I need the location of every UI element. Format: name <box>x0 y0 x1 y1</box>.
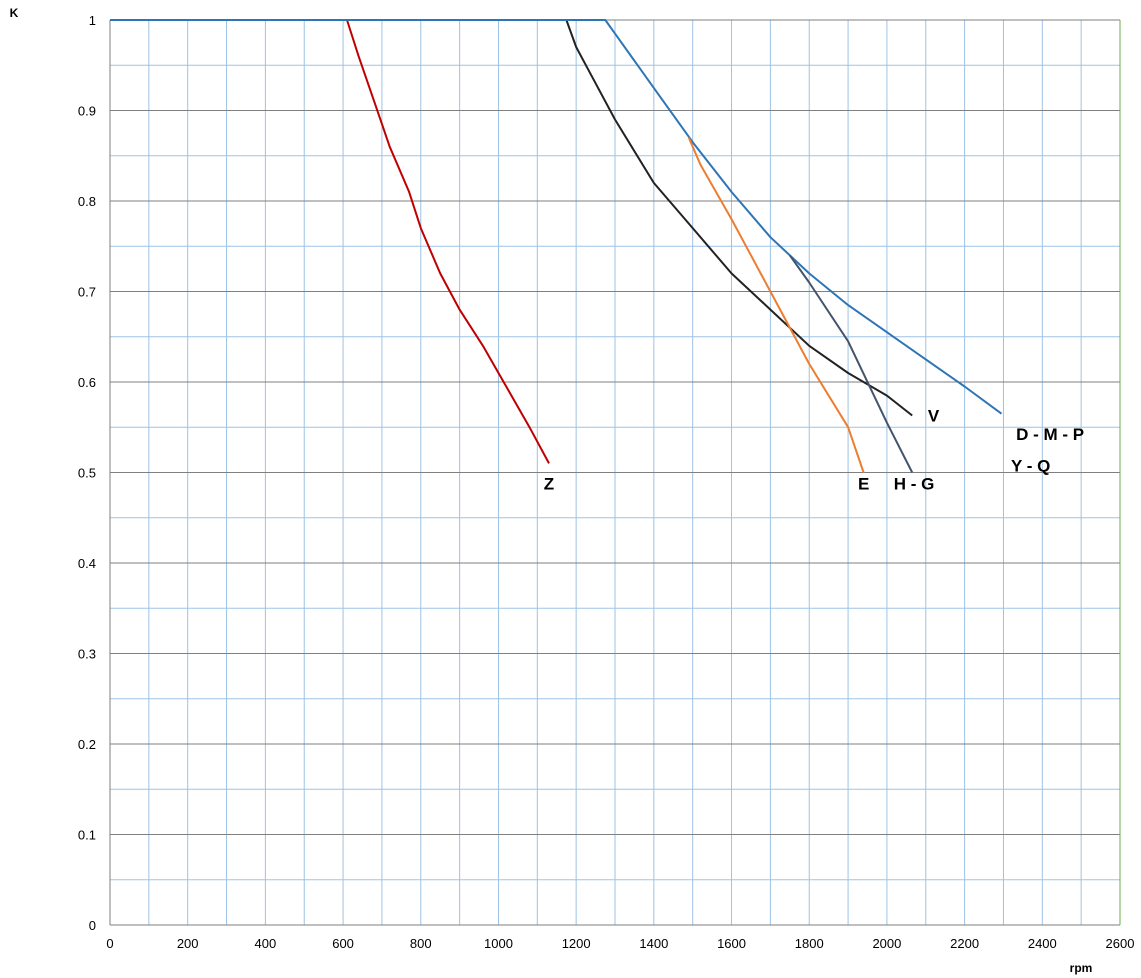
x-tick-label: 2400 <box>1028 936 1057 951</box>
x-tick-label: 2200 <box>950 936 979 951</box>
series-line <box>110 19 1003 415</box>
series-line <box>110 19 913 417</box>
x-tick-label: 0 <box>106 936 113 951</box>
series-label: E <box>858 475 869 494</box>
y-tick-label: 0.4 <box>78 556 96 571</box>
y-axis-title: K <box>10 6 19 20</box>
y-tick-label: 1 <box>89 13 96 28</box>
x-tick-label: 1000 <box>484 936 513 951</box>
x-tick-label: 600 <box>332 936 354 951</box>
tick-labels: 0 200 400 600 800 1000 1200 1400 1600 1800 2000 220… <box>78 13 1135 951</box>
series-label: V <box>928 407 940 426</box>
y-tick-label: 0.5 <box>78 466 96 481</box>
series-labels: Z E H - G V D - M - P Y - Q <box>544 407 1084 494</box>
grid <box>109 19 1121 926</box>
y-tick-label: 0.3 <box>78 647 96 662</box>
x-tick-label: 2000 <box>872 936 901 951</box>
x-tick-label: 200 <box>177 936 199 951</box>
series-label: Z <box>544 475 554 494</box>
x-axis-title: rpm <box>1070 961 1093 975</box>
series-label: Y - Q <box>1011 456 1050 475</box>
x-tick-label: 1200 <box>562 936 591 951</box>
x-tick-label: 1400 <box>639 936 668 951</box>
y-tick-label: 0.9 <box>78 104 96 119</box>
series-line <box>110 19 550 464</box>
y-tick-label: 0.2 <box>78 737 96 752</box>
series-line <box>687 137 865 473</box>
y-tick-label: 0.7 <box>78 285 96 300</box>
x-tick-label: 800 <box>410 936 432 951</box>
x-tick-label: 400 <box>255 936 277 951</box>
y-tick-label: 0.6 <box>78 375 96 390</box>
series-label: D - M - P <box>1016 425 1084 444</box>
y-tick-label: 0.1 <box>78 828 96 843</box>
x-tick-label: 1800 <box>795 936 824 951</box>
y-tick-label: 0 <box>89 918 96 933</box>
series-line <box>788 254 914 473</box>
x-tick-label: 1600 <box>717 936 746 951</box>
x-tick-label: 2600 <box>1106 936 1135 951</box>
y-tick-label: 0.8 <box>78 194 96 209</box>
series-label: H - G <box>894 475 935 494</box>
series-lines <box>110 19 1003 473</box>
